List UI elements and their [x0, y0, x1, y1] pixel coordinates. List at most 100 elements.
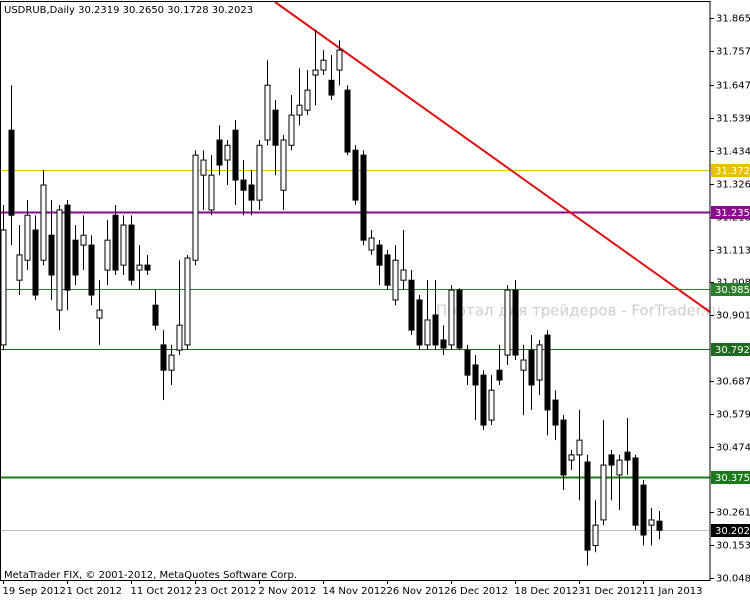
candle-body	[369, 238, 374, 250]
candle-body	[321, 60, 326, 70]
candle-body	[473, 365, 478, 385]
candle-body	[105, 240, 110, 270]
candle-body	[81, 235, 86, 245]
candle-body	[161, 345, 166, 370]
candle-body	[361, 155, 366, 240]
candle-body	[553, 400, 558, 425]
candle-body	[193, 155, 198, 260]
candle-body	[481, 375, 486, 425]
candle-body	[545, 335, 550, 410]
candle-body	[433, 315, 438, 345]
candle-body	[1, 230, 6, 345]
candle-body	[641, 485, 646, 535]
level-label: 30.2023	[715, 526, 750, 537]
candle-body	[121, 225, 126, 265]
y-tick-label: 30.4740	[716, 443, 750, 454]
candle-body	[337, 50, 342, 70]
candle-body	[113, 215, 118, 270]
chart-title: USDRUB,Daily 30.2319 30.2650 30.1728 30.…	[4, 5, 253, 16]
x-tick-label: 1 Oct 2012	[67, 586, 122, 597]
candle-body	[297, 105, 302, 115]
candle-body	[353, 150, 358, 200]
candle-body	[489, 390, 494, 420]
candle-body	[33, 230, 38, 295]
candle-body	[329, 80, 334, 95]
candle-body	[561, 420, 566, 475]
x-tick-label: 18 Dec 2012	[515, 586, 579, 597]
candle-body	[153, 305, 158, 325]
candle-body	[537, 345, 542, 380]
candle-body	[49, 235, 54, 275]
y-tick-label: 30.5790	[716, 410, 750, 421]
y-tick-label: 30.0480	[716, 574, 750, 585]
candle-body	[137, 265, 142, 270]
candle-body	[465, 350, 470, 375]
level-label: 30.7921	[715, 345, 750, 356]
y-tick-label: 30.9010	[716, 311, 750, 322]
candle-body	[57, 210, 62, 310]
y-tick-label: 31.1130	[716, 246, 750, 257]
x-tick-label: 26 Nov 2012	[387, 586, 451, 597]
candle-body	[625, 452, 630, 460]
candle-body	[241, 180, 246, 190]
x-tick-label: 23 Oct 2012	[195, 586, 257, 597]
candle-body	[529, 350, 534, 385]
candle-body	[145, 265, 150, 270]
candle-body	[409, 280, 414, 330]
level-label: 31.2356	[715, 208, 750, 219]
candle-body	[393, 260, 398, 300]
candle-body	[633, 458, 638, 525]
x-tick-label: 31 Dec 2012	[579, 586, 643, 597]
candle-body	[257, 145, 262, 200]
candle-body	[233, 130, 238, 180]
candle-body	[281, 140, 286, 190]
y-tick-label: 30.2610	[716, 508, 750, 519]
candle-body	[25, 215, 30, 260]
candle-body	[97, 310, 102, 318]
x-tick-label: 11 Jan 2013	[643, 586, 703, 597]
candle-body	[9, 130, 14, 215]
candle-body	[345, 90, 350, 152]
candle-body	[41, 185, 46, 260]
candle-body	[417, 300, 422, 345]
level-label: 30.3759	[715, 473, 750, 484]
x-tick-label: 14 Nov 2012	[323, 586, 387, 597]
y-tick-label: 31.5390	[716, 114, 750, 125]
candle-body	[217, 140, 222, 165]
candle-body	[569, 455, 574, 460]
candle-body	[265, 85, 270, 140]
candle-body	[65, 205, 70, 290]
footer: MetaTrader FIX, © 2001-2012, MetaQuotes …	[4, 570, 297, 581]
candle-body	[425, 320, 430, 345]
watermark: Портал для трейдеров - ForTrader.ru	[436, 302, 721, 320]
candle-body	[17, 255, 22, 280]
y-tick-label: 30.6870	[716, 377, 750, 388]
candle-body	[385, 255, 390, 285]
candle-body	[185, 258, 190, 345]
candle-body	[169, 355, 174, 370]
x-tick-label: 6 Dec 2012	[451, 586, 509, 597]
candle-body	[585, 462, 590, 550]
candle-body	[601, 465, 606, 520]
candle-body	[457, 290, 462, 348]
y-tick-label: 31.8650	[716, 14, 750, 25]
candle-body	[273, 110, 278, 145]
candle-body	[209, 175, 214, 210]
candle-body	[73, 240, 78, 275]
candle-body	[577, 440, 582, 455]
y-tick-label: 31.4340	[716, 147, 750, 158]
level-label: 30.9850	[715, 285, 750, 296]
y-tick-label: 31.3260	[716, 180, 750, 191]
y-tick-label: 31.6470	[716, 81, 750, 92]
candle-body	[177, 325, 182, 350]
x-tick-label: 2 Nov 2012	[259, 586, 317, 597]
candle-body	[657, 521, 662, 530]
candle-body	[441, 340, 446, 348]
candle-body	[649, 520, 654, 525]
candle-body	[305, 90, 310, 110]
x-tick-label: 11 Oct 2012	[131, 586, 193, 597]
y-tick-label: 31.7570	[716, 47, 750, 58]
level-label: 31.3729	[715, 166, 750, 177]
